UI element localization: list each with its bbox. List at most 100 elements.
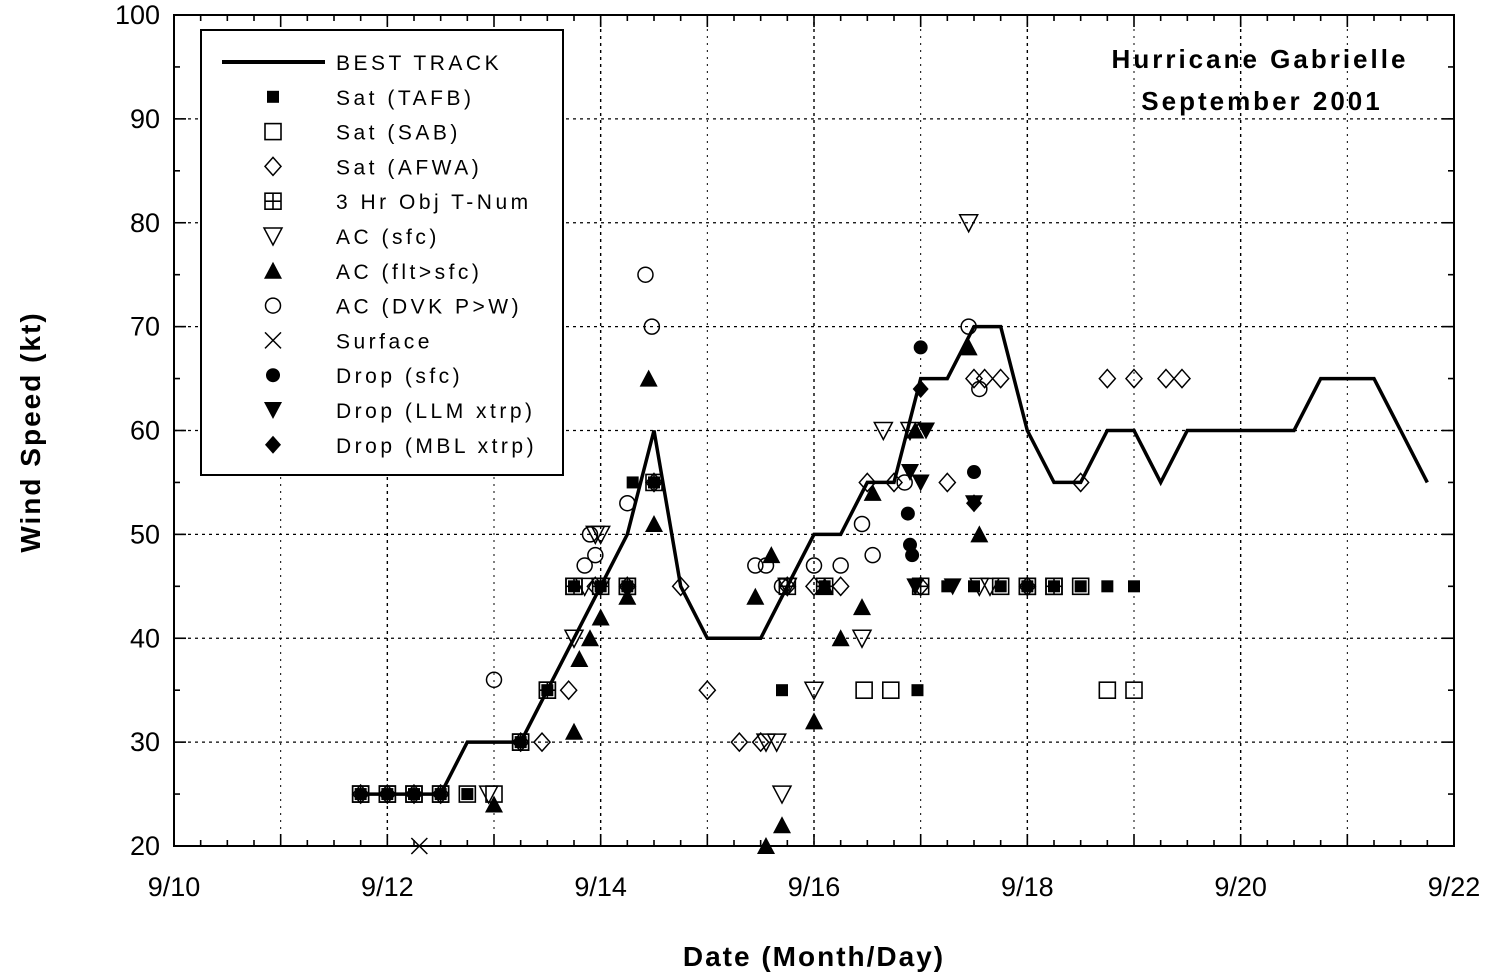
data-point-ac-flt-sfc	[639, 369, 658, 387]
data-point-sat-afwa	[671, 576, 690, 597]
data-point-sat-sab	[1098, 681, 1117, 699]
data-point-ac-dvk-p-w	[896, 474, 913, 491]
x-tick-label: 9/14	[574, 872, 627, 902]
legend-item-best-track: BEST TRACK	[222, 52, 499, 75]
legend: BEST TRACK Sat (TAFB) Sat (SAB) Sat (AFWA) 3…	[200, 29, 564, 476]
best-track-line	[360, 324, 1429, 796]
data-point-ac-flt-sfc	[853, 598, 871, 616]
data-point-sat-afwa	[938, 472, 957, 493]
legend-swatch	[263, 156, 283, 177]
data-point-ac-flt-sfc	[815, 577, 834, 595]
data-point-sat-afwa	[1172, 368, 1192, 389]
x-tick-label: 9/12	[361, 872, 414, 902]
legend-label: Sat (AFWA)	[336, 156, 482, 179]
legend-item-sat-sab: Sat (SAB)	[264, 122, 457, 145]
data-point-ac-dvk-p-w	[757, 557, 775, 574]
legend-swatch	[264, 261, 282, 279]
data-point-ac-sfc	[590, 577, 611, 597]
legend-label: Surface	[336, 330, 433, 353]
data-point-sat-afwa	[858, 472, 877, 493]
data-point-ac-dvk-p-w	[619, 494, 636, 512]
data-point-ac-dvk-p-w	[773, 578, 791, 595]
data-point-sat-afwa	[991, 368, 1010, 389]
data-point-3-hr-obj-t-num	[378, 785, 397, 803]
data-point-drop-llm-xtrp	[901, 464, 919, 482]
series-drop-sfc	[900, 340, 981, 563]
x-axis-title: Date (Month/Day)	[683, 941, 945, 972]
data-point-ac-sfc	[766, 733, 787, 753]
x-tick-label: 9/22	[1428, 872, 1481, 902]
legend-label: AC (sfc)	[336, 226, 440, 249]
data-point-ac-dvk-p-w	[587, 546, 604, 564]
data-point-ac-sfc	[574, 577, 595, 597]
data-point-sat-afwa	[884, 472, 904, 493]
legend-label: 3 Hr Obj T-Num	[336, 191, 532, 214]
y-axis-tick-labels: 20 30 40 50 60 70 80 90 100	[115, 0, 160, 861]
data-point-sat-sab	[1125, 681, 1143, 699]
x-tick-label: 9/16	[788, 872, 841, 902]
data-point-3-hr-obj-t-num	[1045, 577, 1063, 596]
data-point-drop-mbl-xtrp	[966, 494, 982, 513]
data-point-sat-afwa	[559, 680, 578, 701]
data-point-sat-afwa	[1018, 576, 1037, 597]
legend-swatch	[262, 227, 284, 247]
data-point-ac-sfc	[777, 577, 798, 597]
legend-label: Sat (TAFB)	[336, 87, 474, 110]
data-point-ac-flt-sfc	[565, 722, 583, 740]
data-point-ac-dvk-p-w	[637, 266, 654, 283]
data-point-ac-sfc	[969, 577, 990, 597]
x-tick-label: 9/10	[148, 872, 201, 902]
legend-label: AC (flt>sfc)	[336, 261, 482, 284]
data-point-ac-flt-sfc	[746, 587, 765, 605]
data-point-ac-flt-sfc	[757, 837, 775, 854]
data-point-ac-flt-sfc	[581, 629, 599, 647]
data-point-ac-flt-sfc	[773, 816, 791, 834]
y-tick-label: 20	[130, 831, 160, 861]
legend-label: Drop (LLM xtrp)	[336, 400, 536, 423]
y-axis-title: Wind Speed (kt)	[15, 311, 46, 552]
y-tick-label: 50	[130, 519, 160, 549]
data-point-ac-dvk-p-w	[853, 515, 871, 533]
legend-swatch	[264, 192, 282, 210]
data-point-sat-tafb	[911, 684, 924, 697]
y-tick-label: 70	[130, 312, 160, 342]
data-point-ac-dvk-p-w	[832, 557, 849, 574]
data-point-drop-mbl-xtrp	[912, 379, 929, 398]
x-tick-label: 9/20	[1214, 872, 1267, 902]
data-point-ac-dvk-p-w	[960, 318, 977, 335]
data-point-ac-flt-sfc	[970, 525, 989, 543]
series-layer	[351, 214, 1429, 855]
data-point-ac-dvk-p-w	[864, 546, 881, 564]
data-point-drop-llm-xtrp	[911, 474, 930, 492]
legend-item-drop-sfc: Drop (sfc)	[266, 365, 460, 388]
data-point-sat-afwa	[378, 783, 397, 805]
data-point-sat-afwa	[698, 680, 717, 701]
data-point-sat-sab	[881, 681, 900, 699]
data-point-drop-llm-xtrp	[906, 578, 925, 596]
legend-swatch	[267, 90, 279, 103]
legend-box	[200, 29, 564, 476]
data-point-3-hr-obj-t-num	[431, 785, 450, 803]
data-point-sat-afwa	[1156, 368, 1176, 389]
data-point-sat-afwa	[532, 731, 552, 753]
y-tick-label: 60	[130, 416, 160, 446]
data-point-sat-afwa	[644, 472, 664, 493]
legend-item-surface: Surface	[264, 330, 433, 353]
data-point-sat-tafb	[1074, 580, 1087, 593]
legend-swatch	[265, 435, 281, 454]
legend-item-sat-tafb: Sat (TAFB)	[267, 87, 474, 110]
data-point-ac-flt-sfc	[863, 483, 882, 501]
data-point-3-hr-obj-t-num	[405, 785, 423, 803]
legend-item-sat-afwa: Sat (AFWA)	[263, 156, 482, 179]
data-point-sat-sab	[991, 577, 1010, 596]
data-point-ac-flt-sfc	[591, 608, 610, 626]
y-tick-label: 30	[130, 727, 160, 757]
data-point-sat-sab	[1071, 577, 1090, 596]
data-point-3-hr-obj-t-num	[1018, 577, 1037, 596]
data-point-ac-dvk-p-w	[581, 526, 599, 543]
legend-label: Drop (MBL xtrp)	[336, 435, 537, 458]
data-point-ac-flt-sfc	[959, 338, 978, 356]
data-point-sat-afwa	[1098, 368, 1117, 389]
data-point-sat-afwa	[351, 783, 370, 805]
